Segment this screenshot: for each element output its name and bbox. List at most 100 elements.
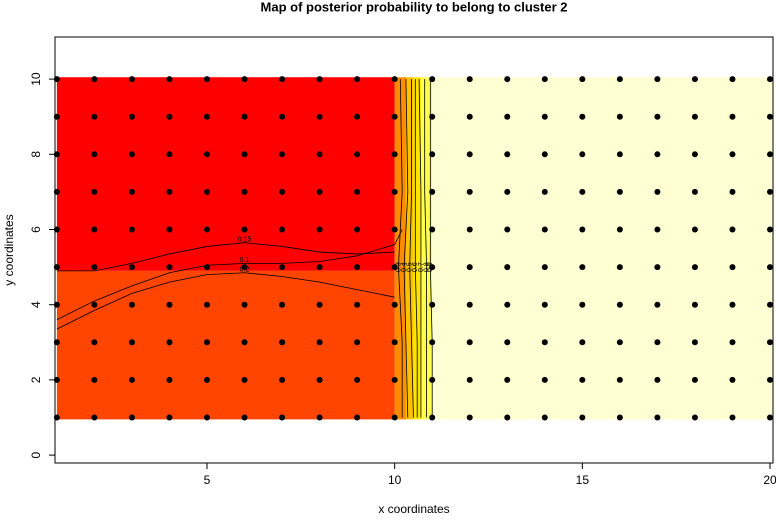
- point: [166, 264, 173, 271]
- contour-line: [424, 79, 427, 418]
- point: [354, 226, 361, 233]
- point: [766, 264, 773, 271]
- point: [729, 151, 736, 158]
- point: [204, 339, 211, 346]
- point: [53, 151, 60, 158]
- contour-line: [418, 79, 422, 418]
- point: [316, 151, 323, 158]
- point: [729, 76, 736, 83]
- point: [691, 113, 698, 120]
- point: [53, 76, 60, 83]
- point: [466, 76, 473, 83]
- point: [279, 188, 286, 195]
- point: [616, 113, 623, 120]
- point: [466, 376, 473, 383]
- point: [241, 76, 248, 83]
- point: [279, 301, 286, 308]
- contour-label: 0.7: [418, 262, 425, 272]
- point: [316, 301, 323, 308]
- point: [241, 339, 248, 346]
- point: [128, 414, 135, 421]
- point: [204, 151, 211, 158]
- point: [391, 301, 398, 308]
- point: [466, 113, 473, 120]
- point: [579, 264, 586, 271]
- point: [429, 188, 436, 195]
- point: [53, 414, 60, 421]
- point: [691, 376, 698, 383]
- y-tick-label: 8: [29, 151, 43, 158]
- point: [354, 414, 361, 421]
- point: [91, 339, 98, 346]
- point: [128, 339, 135, 346]
- point: [616, 301, 623, 308]
- point: [541, 376, 548, 383]
- point: [204, 376, 211, 383]
- point: [466, 151, 473, 158]
- point: [91, 414, 98, 421]
- point: [654, 188, 661, 195]
- fill-region: [405, 77, 414, 420]
- point: [541, 414, 548, 421]
- point: [504, 151, 511, 158]
- point: [616, 188, 623, 195]
- point: [316, 414, 323, 421]
- plot-frame: [54, 36, 774, 464]
- point: [541, 226, 548, 233]
- point: [729, 414, 736, 421]
- point: [241, 226, 248, 233]
- contour-line: [56, 272, 395, 330]
- point: [729, 113, 736, 120]
- point: [53, 301, 60, 308]
- point: [729, 264, 736, 271]
- point: [316, 226, 323, 233]
- point: [204, 188, 211, 195]
- point: [204, 76, 211, 83]
- point: [429, 414, 436, 421]
- point: [128, 226, 135, 233]
- point: [53, 226, 60, 233]
- y-tick-label: 6: [29, 226, 43, 233]
- point: [91, 226, 98, 233]
- point: [53, 113, 60, 120]
- point: [729, 226, 736, 233]
- point: [241, 151, 248, 158]
- point: [579, 301, 586, 308]
- point: [391, 339, 398, 346]
- point: [654, 226, 661, 233]
- point: [391, 264, 398, 271]
- point: [541, 151, 548, 158]
- point: [91, 301, 98, 308]
- point: [429, 226, 436, 233]
- point: [279, 414, 286, 421]
- point: [354, 151, 361, 158]
- point: [166, 376, 173, 383]
- point: [91, 76, 98, 83]
- point: [766, 414, 773, 421]
- point: [91, 376, 98, 383]
- contour-label: 0.3: [395, 262, 402, 272]
- point: [204, 414, 211, 421]
- point: [166, 301, 173, 308]
- point: [241, 376, 248, 383]
- point: [128, 188, 135, 195]
- fill-region: [420, 77, 433, 420]
- point: [766, 376, 773, 383]
- contour-line: [409, 79, 414, 418]
- point: [691, 188, 698, 195]
- point: [766, 76, 773, 83]
- point: [316, 113, 323, 120]
- point: [128, 301, 135, 308]
- contour-label: 0.6: [412, 262, 419, 272]
- point: [504, 76, 511, 83]
- point: [429, 264, 436, 271]
- point: [616, 226, 623, 233]
- point: [504, 226, 511, 233]
- point: [654, 301, 661, 308]
- point: [204, 226, 211, 233]
- point: [241, 264, 248, 271]
- point: [91, 113, 98, 120]
- point: [128, 151, 135, 158]
- point: [579, 414, 586, 421]
